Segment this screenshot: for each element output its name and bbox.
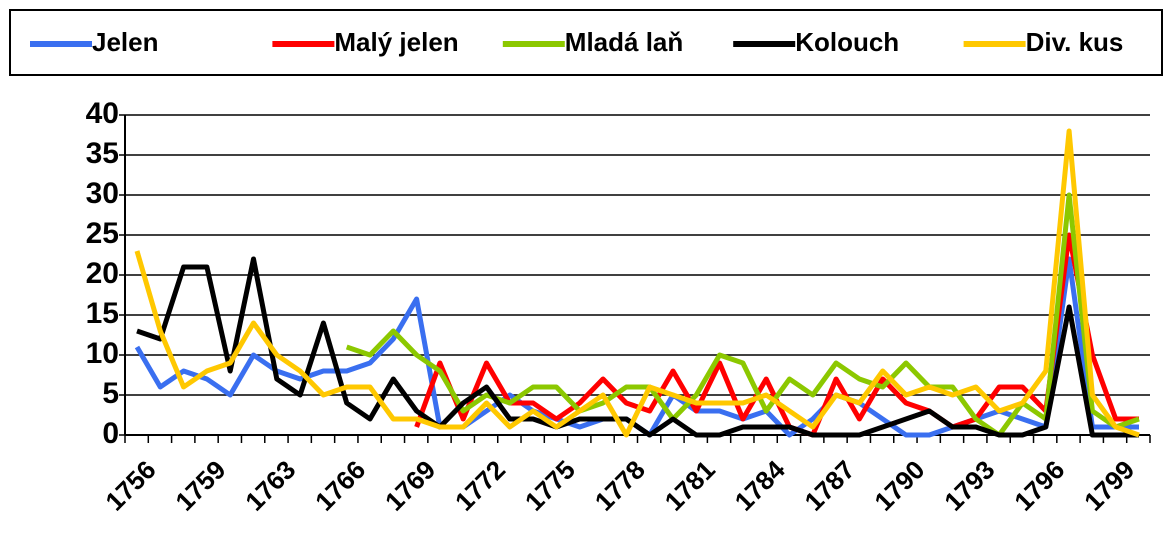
legend-label: Jelen [92,27,159,57]
x-tick-label: 1756 [99,454,161,516]
legend-label: Div. kus [1026,27,1124,57]
y-tick-label: 25 [86,217,119,250]
x-tick-label: 1772 [449,454,511,516]
series-line [136,256,1139,438]
x-tick-label: 1778 [589,454,651,516]
x-tick-label: 1799 [1078,454,1140,516]
legend-label: Malý jelen [334,27,458,57]
x-tick-label: 1781 [659,454,721,516]
x-tick-label: 1793 [938,454,1000,516]
legend-label: Kolouch [795,27,899,57]
x-tick-label: 1763 [239,454,301,516]
x-tick-label: 1759 [169,454,231,516]
x-tick-label: 1784 [729,454,791,516]
x-tick-label: 1769 [379,454,441,516]
y-tick-label: 15 [86,297,119,330]
x-tick-label: 1766 [309,454,371,516]
legend-label: Mladá laň [565,27,683,57]
y-tick-label: 30 [86,177,119,210]
x-tick-label: 1796 [1008,454,1070,516]
x-tick-label: 1790 [868,454,930,516]
series-line [345,192,1140,438]
series-line [134,128,1140,438]
x-tick-label: 1787 [799,454,861,516]
y-tick-label: 0 [102,417,119,450]
y-tick-label: 5 [102,377,119,410]
x-tick-label: 1775 [519,454,581,516]
y-tick-label: 35 [86,137,119,170]
y-tick-label: 10 [86,337,119,370]
y-tick-label: 20 [86,257,119,290]
y-tick-label: 40 [86,97,119,130]
